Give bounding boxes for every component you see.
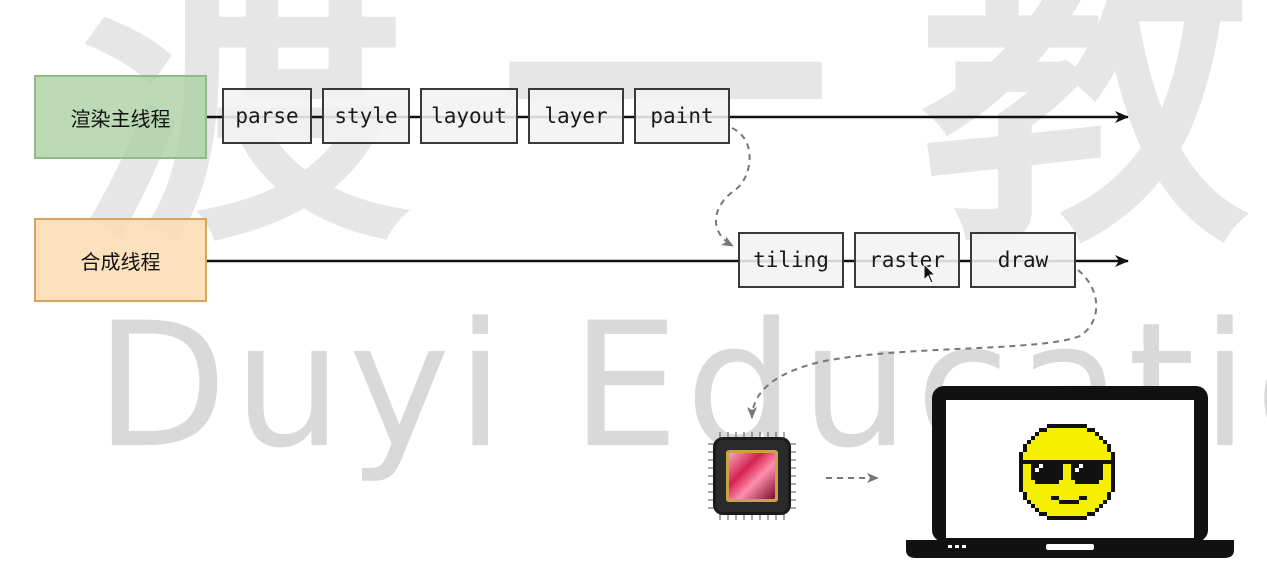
step-layer: layer bbox=[528, 88, 624, 144]
draw-to-gpu-dashed-arrow bbox=[747, 269, 1098, 419]
gpu-chip-icon bbox=[708, 432, 796, 520]
sunglasses-smiley-icon bbox=[1019, 424, 1115, 520]
paint-to-tiling-dashed-arrow bbox=[715, 127, 751, 247]
step-tiling: tiling bbox=[738, 232, 844, 288]
step-draw: draw bbox=[970, 232, 1076, 288]
compositor-thread-label: 合成线程 bbox=[34, 218, 207, 302]
mouse-cursor-icon bbox=[923, 263, 937, 284]
step-raster: raster bbox=[854, 232, 960, 288]
step-paint: paint bbox=[634, 88, 730, 144]
render-main-thread-label: 渲染主线程 bbox=[34, 75, 207, 159]
step-parse: parse bbox=[222, 88, 312, 144]
step-layout: layout bbox=[420, 88, 518, 144]
step-style: style bbox=[322, 88, 410, 144]
